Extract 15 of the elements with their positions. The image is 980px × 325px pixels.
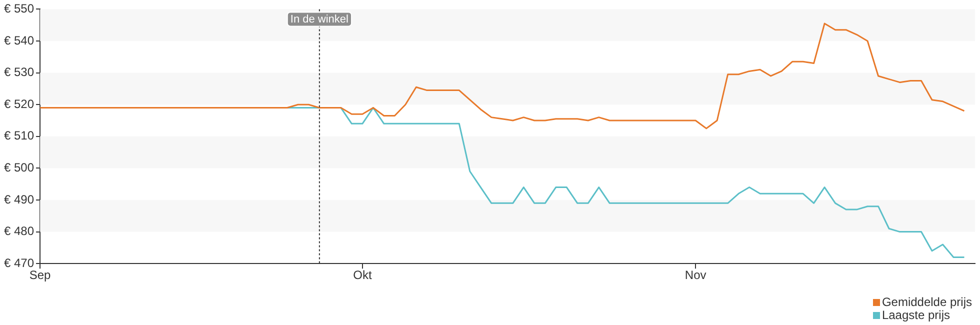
- x-tick-label: Nov: [684, 268, 706, 282]
- y-tick-label: € 520: [4, 96, 34, 111]
- legend-label: Laagste prijs: [882, 308, 950, 322]
- y-tick-label: € 550: [4, 2, 34, 16]
- y-tick-label: € 480: [4, 224, 34, 238]
- x-tick-label: Okt: [353, 268, 372, 282]
- x-tick-label: Sep: [29, 268, 52, 282]
- y-tick-label: € 510: [4, 128, 34, 143]
- ref-line-label: In de winkel: [290, 14, 348, 26]
- y-tick-label: € 500: [4, 160, 34, 175]
- y-tick-label: € 530: [4, 65, 34, 80]
- y-tick-label: € 540: [4, 33, 34, 48]
- y-tick-label: € 470: [4, 256, 34, 270]
- y-tick-label: € 490: [4, 192, 34, 206]
- legend-label: Gemiddelde prijs: [882, 295, 972, 309]
